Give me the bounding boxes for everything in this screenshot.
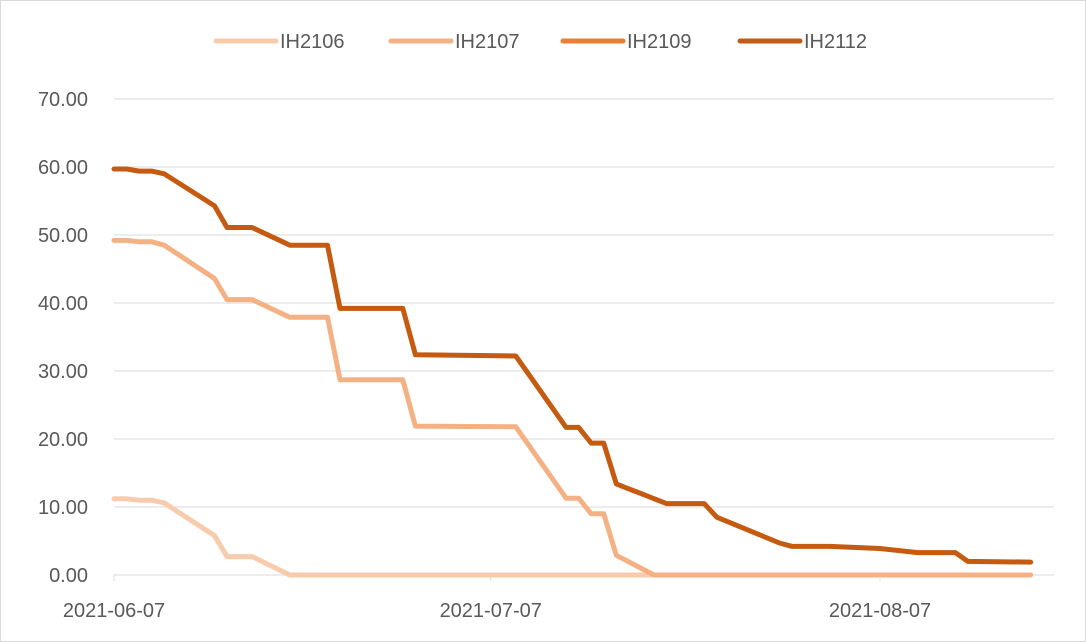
legend-label-ih2112: IH2112: [804, 31, 867, 53]
y-tick-label: 40.00: [38, 293, 88, 315]
y-tick-label: 30.00: [38, 361, 88, 383]
series-line-ih2112: [111, 166, 1034, 565]
y-tick-label: 20.00: [38, 429, 88, 451]
y-tick-label: 50.00: [38, 225, 88, 247]
series-line-ih2107: [111, 237, 1034, 578]
series-line-ih2106: [111, 496, 669, 578]
y-tick-label: 10.00: [38, 497, 88, 519]
legend-label-ih2109: IH2109: [627, 31, 692, 53]
y-tick-label: 70.00: [38, 89, 88, 111]
x-tick-label: 2021-06-07: [63, 600, 165, 622]
y-tick-label: 0.00: [49, 565, 88, 587]
legend-label-ih2107: IH2107: [455, 31, 520, 53]
x-tick-label: 2021-08-07: [829, 600, 931, 622]
y-tick-label: 60.00: [38, 157, 88, 179]
x-tick-label: 2021-07-07: [440, 600, 542, 622]
legend-label-ih2106: IH2106: [280, 31, 345, 53]
